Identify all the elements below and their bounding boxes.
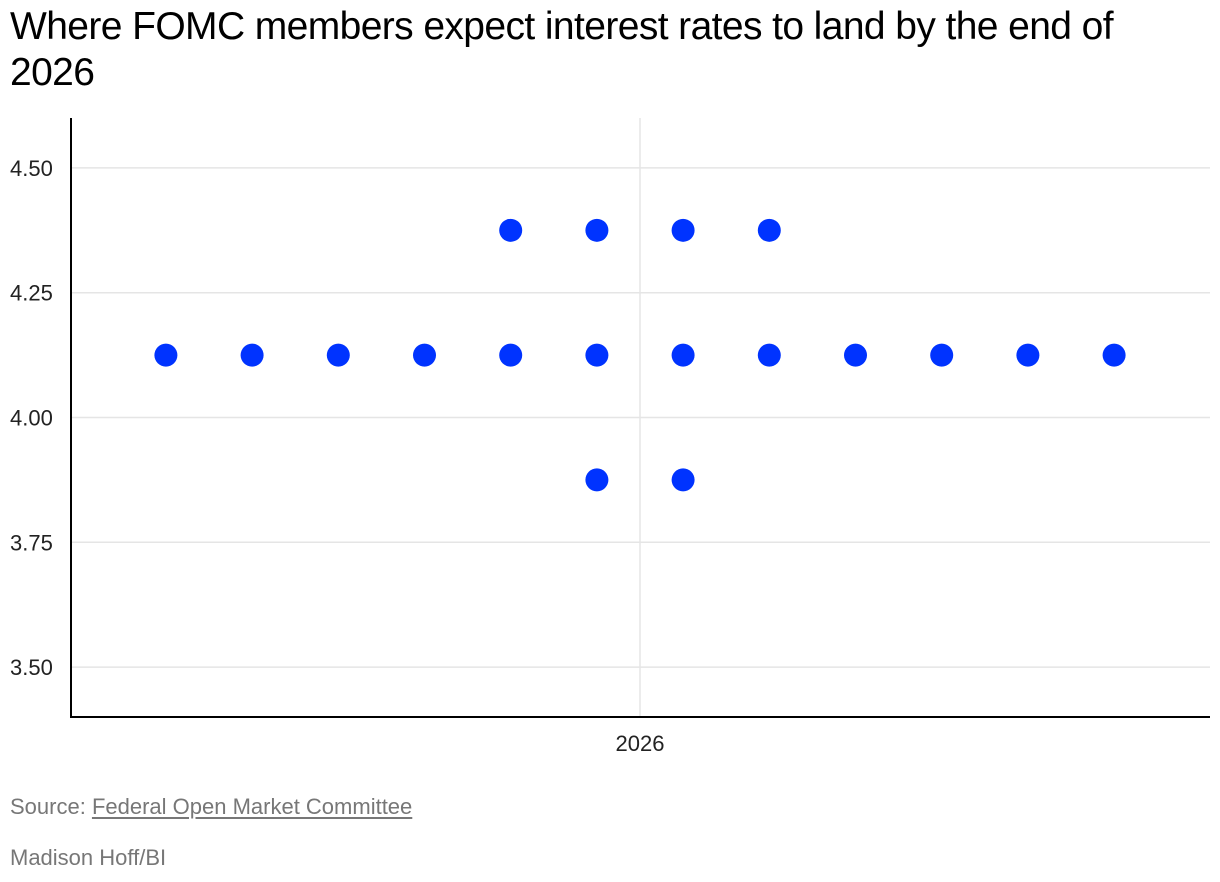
dot-plot-chart: 4.50 4.25 4.00 3.75 3.50 2026 bbox=[10, 118, 1210, 756]
source-link[interactable]: Federal Open Market Committee bbox=[91, 794, 413, 819]
rate-projection-dot bbox=[671, 468, 695, 492]
rate-projection-dot bbox=[585, 468, 609, 492]
rate-projection-dot bbox=[671, 218, 695, 242]
y-axis-tick-labels: 4.50 4.25 4.00 3.75 3.50 bbox=[10, 156, 53, 680]
rate-projection-dot bbox=[671, 343, 695, 367]
y-tick-label: 3.75 bbox=[10, 530, 53, 555]
author-credit: Madison Hoff/BI bbox=[10, 845, 167, 870]
rate-projection-dot bbox=[326, 343, 350, 367]
y-tick-label: 4.50 bbox=[10, 156, 53, 181]
rate-projection-dot bbox=[844, 343, 867, 367]
rate-projection-dot bbox=[930, 343, 954, 367]
rate-projection-dot bbox=[585, 218, 609, 242]
rate-projection-dot bbox=[154, 343, 178, 367]
y-tick-label: 4.25 bbox=[10, 281, 53, 306]
rate-projection-dot bbox=[499, 343, 523, 367]
chart-title: Where FOMC members expect interest rates… bbox=[10, 5, 1114, 94]
source-prefix: Source: bbox=[10, 794, 92, 819]
rate-projection-dot bbox=[757, 218, 781, 242]
source-note: Source: Federal Open Market Committee bbox=[10, 794, 412, 820]
y-tick-label: 4.00 bbox=[10, 406, 53, 431]
rate-projection-dot bbox=[413, 343, 436, 367]
rate-projection-dot bbox=[1102, 343, 1126, 367]
dot-series bbox=[154, 218, 1126, 492]
x-tick-label: 2026 bbox=[616, 731, 665, 756]
rate-projection-dot bbox=[240, 343, 264, 367]
rate-projection-dot bbox=[499, 218, 523, 242]
rate-projection-dot bbox=[757, 343, 781, 367]
y-tick-label: 3.50 bbox=[10, 655, 53, 680]
x-axis-tick-labels: 2026 bbox=[616, 731, 665, 756]
rate-projection-dot bbox=[585, 343, 609, 367]
gridlines bbox=[71, 118, 1210, 717]
rate-projection-dot bbox=[1016, 343, 1040, 367]
